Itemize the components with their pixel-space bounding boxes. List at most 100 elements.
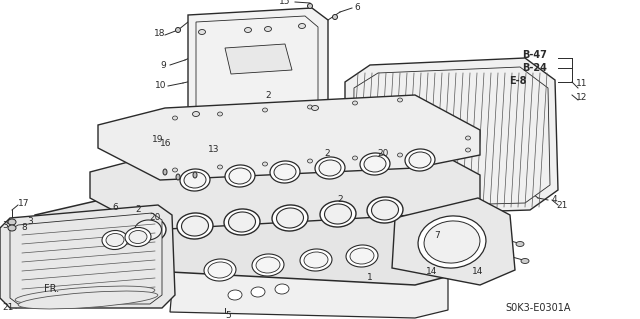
Ellipse shape xyxy=(177,213,213,239)
Text: 7: 7 xyxy=(434,232,440,241)
Ellipse shape xyxy=(182,216,209,236)
Ellipse shape xyxy=(424,221,480,263)
Ellipse shape xyxy=(300,249,332,271)
Ellipse shape xyxy=(315,157,345,179)
Ellipse shape xyxy=(175,27,180,33)
Polygon shape xyxy=(225,44,292,74)
Text: 21: 21 xyxy=(556,201,568,210)
Ellipse shape xyxy=(418,216,486,268)
Ellipse shape xyxy=(180,169,210,191)
Ellipse shape xyxy=(8,225,16,231)
Ellipse shape xyxy=(276,208,303,228)
Text: 2: 2 xyxy=(337,195,343,204)
Ellipse shape xyxy=(275,284,289,294)
Ellipse shape xyxy=(102,231,128,249)
Ellipse shape xyxy=(298,24,305,28)
Ellipse shape xyxy=(364,156,386,172)
Ellipse shape xyxy=(218,112,223,116)
Text: 2: 2 xyxy=(135,205,141,214)
Ellipse shape xyxy=(320,201,356,227)
Text: 9: 9 xyxy=(160,61,166,70)
Ellipse shape xyxy=(262,108,268,112)
Ellipse shape xyxy=(307,105,312,109)
Text: 11: 11 xyxy=(576,79,588,88)
Ellipse shape xyxy=(251,287,265,297)
Ellipse shape xyxy=(264,26,271,32)
Text: E-8: E-8 xyxy=(509,76,527,86)
Text: 1: 1 xyxy=(367,273,373,283)
Ellipse shape xyxy=(228,290,242,300)
Text: 3: 3 xyxy=(2,220,8,229)
Ellipse shape xyxy=(208,262,232,278)
Ellipse shape xyxy=(125,227,151,247)
Text: 14: 14 xyxy=(426,268,438,277)
Ellipse shape xyxy=(367,197,403,223)
Ellipse shape xyxy=(346,245,378,267)
Ellipse shape xyxy=(225,165,255,187)
Text: 17: 17 xyxy=(19,198,29,207)
Text: 4: 4 xyxy=(551,196,557,204)
Ellipse shape xyxy=(18,291,158,309)
Polygon shape xyxy=(0,205,175,308)
Text: S0K3-E0301A: S0K3-E0301A xyxy=(505,303,570,313)
Ellipse shape xyxy=(307,4,312,9)
Polygon shape xyxy=(10,213,162,304)
Ellipse shape xyxy=(106,234,124,247)
Polygon shape xyxy=(90,140,480,230)
Ellipse shape xyxy=(333,14,337,19)
Ellipse shape xyxy=(465,148,470,152)
Ellipse shape xyxy=(304,252,328,268)
Ellipse shape xyxy=(353,156,358,160)
Ellipse shape xyxy=(397,153,403,157)
Ellipse shape xyxy=(244,27,252,33)
Ellipse shape xyxy=(405,149,435,171)
Ellipse shape xyxy=(319,160,341,176)
Text: 6: 6 xyxy=(112,204,118,212)
Text: 10: 10 xyxy=(156,81,167,91)
Polygon shape xyxy=(170,238,448,318)
Text: 5: 5 xyxy=(225,310,231,319)
Ellipse shape xyxy=(272,205,308,231)
Ellipse shape xyxy=(371,200,399,220)
Text: 2: 2 xyxy=(265,92,271,100)
Text: 20: 20 xyxy=(149,213,161,222)
Ellipse shape xyxy=(184,172,206,188)
Ellipse shape xyxy=(274,164,296,180)
Text: 14: 14 xyxy=(472,268,484,277)
Text: 6: 6 xyxy=(354,3,360,11)
Polygon shape xyxy=(35,182,480,285)
Ellipse shape xyxy=(224,209,260,235)
Ellipse shape xyxy=(204,259,236,281)
Ellipse shape xyxy=(516,241,524,247)
Text: 12: 12 xyxy=(576,93,588,102)
Ellipse shape xyxy=(8,219,16,225)
Text: 15: 15 xyxy=(279,0,291,6)
Ellipse shape xyxy=(134,220,161,240)
Ellipse shape xyxy=(307,159,312,163)
Text: 18: 18 xyxy=(154,29,166,39)
Text: 2: 2 xyxy=(324,150,330,159)
Ellipse shape xyxy=(312,106,319,110)
Ellipse shape xyxy=(193,172,197,178)
Ellipse shape xyxy=(130,217,166,243)
Polygon shape xyxy=(392,198,515,285)
Text: 21: 21 xyxy=(3,303,13,313)
Ellipse shape xyxy=(173,116,177,120)
Ellipse shape xyxy=(465,136,470,140)
Polygon shape xyxy=(345,58,558,215)
Ellipse shape xyxy=(173,168,177,172)
Ellipse shape xyxy=(228,212,255,232)
Ellipse shape xyxy=(353,101,358,105)
Text: 8: 8 xyxy=(21,224,27,233)
Text: B-24: B-24 xyxy=(523,63,547,73)
Text: B-47: B-47 xyxy=(523,50,547,60)
Ellipse shape xyxy=(262,162,268,166)
Ellipse shape xyxy=(409,152,431,168)
Ellipse shape xyxy=(324,204,351,224)
Ellipse shape xyxy=(521,258,529,263)
Polygon shape xyxy=(353,67,550,207)
Ellipse shape xyxy=(350,248,374,264)
Ellipse shape xyxy=(218,165,223,169)
Ellipse shape xyxy=(270,161,300,183)
Text: 20: 20 xyxy=(378,150,388,159)
